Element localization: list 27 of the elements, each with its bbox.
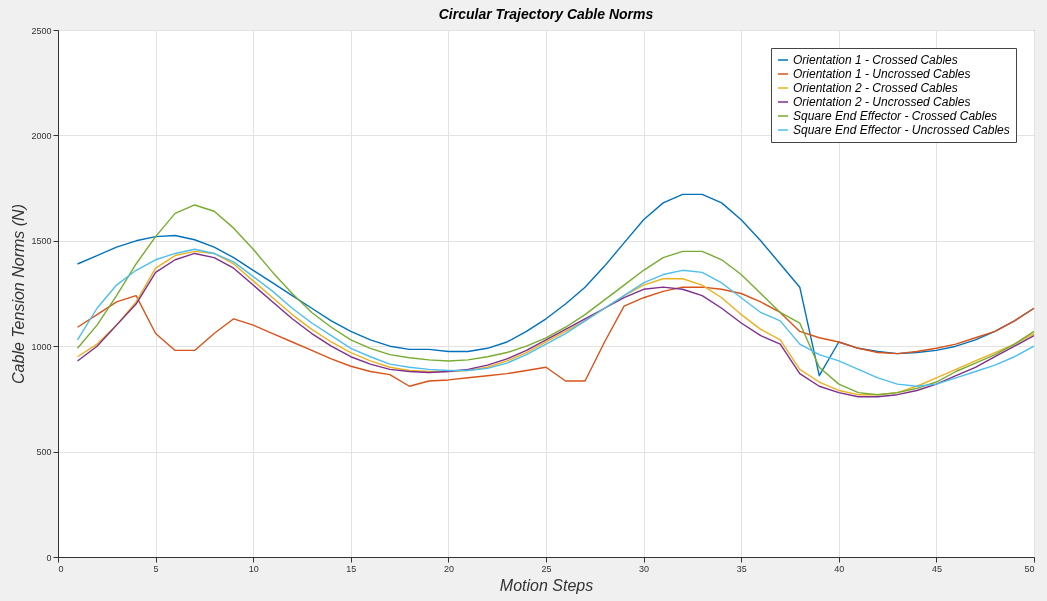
line-series: [76, 286, 1035, 387]
x-tick-label: 0: [58, 563, 64, 574]
x-tick-label: 40: [834, 563, 845, 574]
x-tick-label: 15: [346, 563, 357, 574]
legend-label: Orientation 1 - Crossed Cables: [793, 53, 958, 67]
x-tick-label: 50: [1024, 563, 1035, 574]
y-tick-label: 1500: [31, 236, 52, 247]
x-tick-label: 45: [931, 563, 942, 574]
legend-label: Square End Effector - Crossed Cables: [793, 109, 998, 123]
y-tick-label: 2500: [31, 25, 52, 36]
chart-title: Circular Trajectory Cable Norms: [438, 6, 654, 22]
legend-label: Orientation 1 - Uncrossed Cables: [793, 67, 971, 81]
x-tick-label: 30: [639, 563, 650, 574]
y-axis-title: Cable Tension Norms (N): [10, 204, 28, 384]
legend-label: Orientation 2 - Crossed Cables: [793, 81, 958, 95]
x-axis-title: Motion Steps: [499, 576, 594, 594]
x-tick-label: 25: [541, 563, 552, 574]
x-tick-label: 10: [248, 563, 259, 574]
legend-label: Orientation 2 - Uncrossed Cables: [793, 95, 971, 109]
y-tick-label: 2000: [31, 130, 52, 141]
y-tick-label: 500: [36, 447, 52, 458]
y-tick-label: 0: [46, 552, 52, 563]
legend-label: Square End Effector - Uncrossed Cables: [793, 123, 1010, 137]
x-tick-label: 35: [736, 563, 747, 574]
x-tick-label: 20: [443, 563, 454, 574]
y-tick-label: 1000: [31, 341, 52, 352]
x-tick-label: 5: [153, 563, 159, 574]
